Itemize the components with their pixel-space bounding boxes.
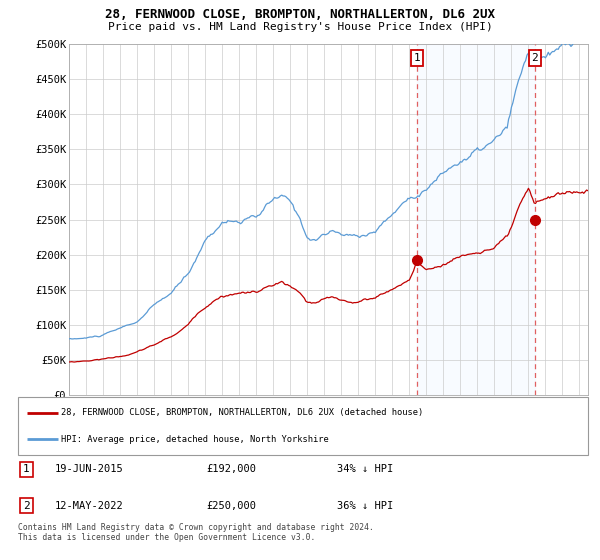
Text: £192,000: £192,000 <box>206 464 256 474</box>
Text: 19-JUN-2015: 19-JUN-2015 <box>55 464 124 474</box>
Text: 12-MAY-2022: 12-MAY-2022 <box>55 501 124 511</box>
Text: £250,000: £250,000 <box>206 501 256 511</box>
Text: 1: 1 <box>414 53 421 63</box>
Text: 1: 1 <box>23 464 30 474</box>
Text: 2: 2 <box>23 501 30 511</box>
Text: 34% ↓ HPI: 34% ↓ HPI <box>337 464 394 474</box>
Text: Contains HM Land Registry data © Crown copyright and database right 2024.
This d: Contains HM Land Registry data © Crown c… <box>18 523 374 543</box>
Text: HPI: Average price, detached house, North Yorkshire: HPI: Average price, detached house, Nort… <box>61 435 329 444</box>
Text: 2: 2 <box>532 53 538 63</box>
Bar <box>417 44 535 395</box>
Text: 36% ↓ HPI: 36% ↓ HPI <box>337 501 394 511</box>
FancyBboxPatch shape <box>18 397 588 455</box>
Text: 28, FERNWOOD CLOSE, BROMPTON, NORTHALLERTON, DL6 2UX: 28, FERNWOOD CLOSE, BROMPTON, NORTHALLER… <box>105 8 495 21</box>
Text: 28, FERNWOOD CLOSE, BROMPTON, NORTHALLERTON, DL6 2UX (detached house): 28, FERNWOOD CLOSE, BROMPTON, NORTHALLER… <box>61 408 423 417</box>
Text: Price paid vs. HM Land Registry's House Price Index (HPI): Price paid vs. HM Land Registry's House … <box>107 22 493 32</box>
